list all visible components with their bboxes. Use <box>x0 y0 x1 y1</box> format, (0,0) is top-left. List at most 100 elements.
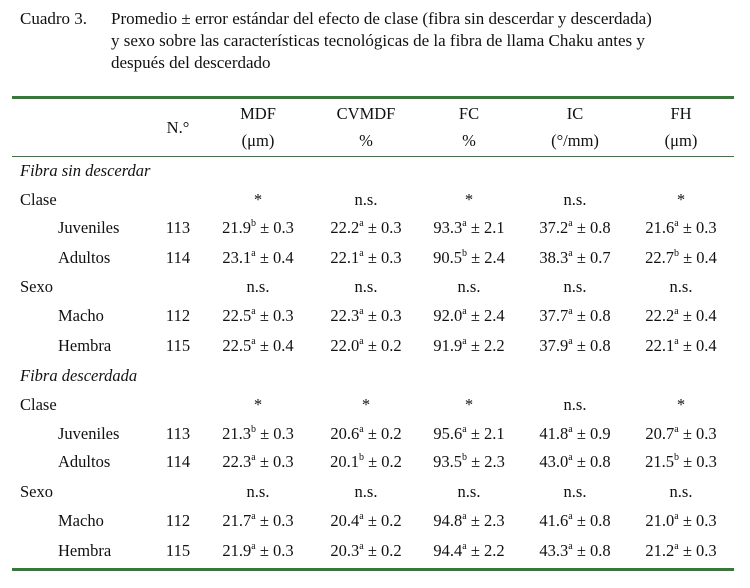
mean-value: 41.6 <box>539 511 569 530</box>
mean-value: 37.9 <box>539 336 569 355</box>
standard-error: ± 0.8 <box>576 218 611 237</box>
mean-value: 37.2 <box>539 218 569 237</box>
standard-error: ± 0.4 <box>259 336 294 355</box>
significance-cell: * <box>361 395 371 414</box>
standard-error: ± 0.9 <box>576 424 611 443</box>
row-label: Hembra <box>58 541 112 560</box>
significance-letter: a <box>568 336 573 347</box>
significance-letter: a <box>462 511 467 522</box>
header-fc-unit: % <box>462 131 476 150</box>
value-cell: 20.7a ± 0.3 <box>645 424 716 444</box>
caption-line-2: y sexo sobre las características tecnoló… <box>111 31 645 50</box>
value-cell: 21.6a ± 0.3 <box>645 218 716 238</box>
significance-letter: a <box>251 511 256 522</box>
row-label: Clase <box>20 190 57 209</box>
significance-cell: * <box>464 190 474 209</box>
value-cell: 41.8a ± 0.9 <box>539 424 610 444</box>
standard-error: ± 0.4 <box>259 248 294 267</box>
value-cell: 21.0a ± 0.3 <box>645 511 716 531</box>
significance-cell: n.s. <box>457 482 481 501</box>
value-cell: 93.3a ± 2.1 <box>433 218 504 238</box>
caption-line-1: Promedio ± error estándar del efecto de … <box>111 9 652 28</box>
value-cell: 22.3a ± 0.3 <box>330 306 401 326</box>
header-ic-unit: (°/mm) <box>551 131 599 150</box>
value-cell: 92.0a ± 2.4 <box>433 306 504 326</box>
mean-value: 22.1 <box>330 248 360 267</box>
standard-error: ± 0.3 <box>367 248 402 267</box>
significance-cell: n.s. <box>563 277 587 296</box>
mean-value: 43.0 <box>539 452 569 471</box>
row-label: Fibra descerdada <box>20 366 138 385</box>
mean-value: 21.5 <box>645 452 674 471</box>
value-cell: 21.2a ± 0.3 <box>645 541 716 561</box>
significance-cell: n.s. <box>354 277 378 296</box>
mean-value: 91.9 <box>433 336 463 355</box>
value-cell: 22.3a ± 0.3 <box>222 452 293 472</box>
value-cell: 94.4a ± 2.2 <box>433 541 504 561</box>
standard-error: ± 0.8 <box>576 336 611 355</box>
n-cell: 114 <box>165 248 191 267</box>
standard-error: ± 2.2 <box>470 541 505 560</box>
mean-value: 21.0 <box>645 511 675 530</box>
significance-cell: n.s. <box>563 395 587 414</box>
value-cell: 22.5a ± 0.4 <box>222 336 293 356</box>
standard-error: ± 2.4 <box>471 248 505 267</box>
mean-value: 21.6 <box>645 218 675 237</box>
standard-error: ± 0.8 <box>576 306 611 325</box>
value-cell: 20.3a ± 0.2 <box>330 541 401 561</box>
row-label: Sexo <box>20 277 53 296</box>
mean-value: 93.3 <box>433 218 463 237</box>
n-cell: 112 <box>165 511 191 530</box>
mean-value: 21.9 <box>222 541 252 560</box>
significance-letter: a <box>359 336 364 347</box>
mean-value: 43.3 <box>539 541 569 560</box>
standard-error: ± 0.4 <box>682 306 717 325</box>
caption-line-3: después del descerdado <box>111 53 271 72</box>
standard-error: ± 0.3 <box>259 541 294 560</box>
standard-error: ± 0.2 <box>367 511 402 530</box>
standard-error: ± 0.3 <box>259 511 294 530</box>
standard-error: ± 2.3 <box>471 452 505 471</box>
significance-cell: * <box>676 395 686 414</box>
significance-letter: a <box>674 336 679 347</box>
value-cell: 21.3b ± 0.3 <box>222 424 294 444</box>
significance-letter: b <box>250 218 256 229</box>
significance-cell: n.s. <box>669 482 693 501</box>
value-cell: 23.1a ± 0.4 <box>222 248 293 268</box>
standard-error: ± 0.3 <box>259 452 294 471</box>
significance-cell: n.s. <box>669 277 693 296</box>
mean-value: 21.7 <box>222 511 252 530</box>
value-cell: 22.7b ± 0.4 <box>645 248 717 268</box>
significance-letter: a <box>359 248 364 259</box>
mean-value: 94.4 <box>433 541 463 560</box>
value-cell: 37.9a ± 0.8 <box>539 336 610 356</box>
mean-value: 93.5 <box>433 452 462 471</box>
standard-error: ± 0.2 <box>368 452 402 471</box>
value-cell: 91.9a ± 2.2 <box>433 336 504 356</box>
n-cell: 113 <box>165 218 191 237</box>
standard-error: ± 0.7 <box>576 248 611 267</box>
value-cell: 93.5b ± 2.3 <box>433 452 505 472</box>
standard-error: ± 0.2 <box>367 336 402 355</box>
header-n: N.° <box>166 118 190 137</box>
mean-value: 21.9 <box>222 218 251 237</box>
mean-value: 22.5 <box>222 336 252 355</box>
mean-value: 23.1 <box>222 248 252 267</box>
standard-error: ± 0.3 <box>682 424 717 443</box>
mean-value: 20.4 <box>330 511 360 530</box>
significance-cell: n.s. <box>354 482 378 501</box>
row-label: Adultos <box>58 452 111 471</box>
standard-error: ± 2.1 <box>470 424 505 443</box>
mean-value: 20.6 <box>330 424 360 443</box>
significance-letter: b <box>461 452 467 463</box>
row-label: Adultos <box>58 248 111 267</box>
row-label: Sexo <box>20 482 53 501</box>
mean-value: 38.3 <box>539 248 569 267</box>
significance-letter: a <box>568 248 573 259</box>
value-cell: 21.9a ± 0.3 <box>222 541 293 561</box>
significance-cell: * <box>464 395 474 414</box>
significance-letter: a <box>359 511 364 522</box>
value-cell: 22.2a ± 0.4 <box>645 306 716 326</box>
value-cell: 95.6a ± 2.1 <box>433 424 504 444</box>
value-cell: 38.3a ± 0.7 <box>539 248 610 268</box>
